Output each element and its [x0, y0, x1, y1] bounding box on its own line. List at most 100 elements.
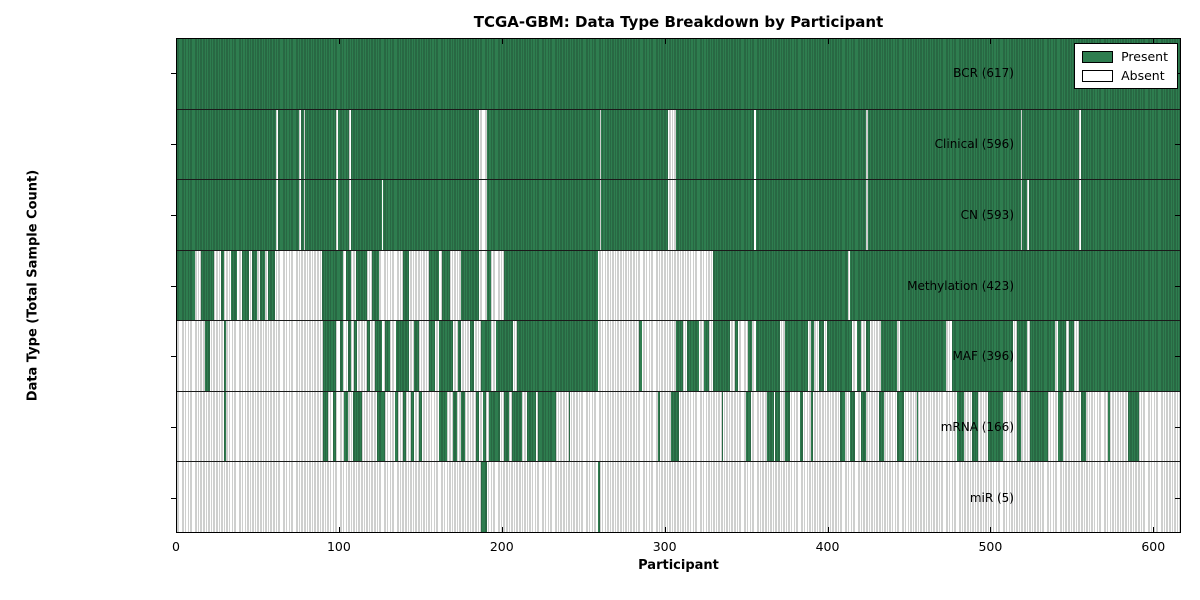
present-segment: [438, 391, 447, 462]
y-tick-mark: [171, 285, 176, 287]
x-tick-mark: [1153, 39, 1155, 44]
present-segment: [1017, 321, 1028, 391]
y-tick-mark: [171, 144, 176, 146]
present-segment: [810, 321, 815, 391]
present-segment: [355, 250, 368, 321]
present-segment: [601, 180, 668, 250]
x-tick-mark: [827, 39, 829, 44]
present-segment: [469, 321, 475, 391]
present-segment: [676, 180, 755, 250]
present-segment: [1058, 321, 1067, 391]
present-segment: [676, 321, 683, 391]
x-tick-label: 400: [815, 539, 840, 554]
row-maf: [177, 320, 1180, 391]
present-segment: [438, 321, 454, 391]
present-segment: [1030, 321, 1055, 391]
x-tick-mark: [664, 39, 666, 44]
present-segment: [1028, 180, 1080, 250]
present-segment: [810, 391, 813, 462]
present-segment: [916, 391, 919, 462]
present-segment: [300, 109, 304, 180]
present-segment: [402, 391, 407, 462]
present-segment: [480, 462, 488, 533]
x-tick-mark: [990, 39, 992, 44]
row-bcr: [177, 39, 1180, 109]
present-segment: [856, 321, 862, 391]
present-segment: [721, 391, 724, 462]
present-segment: [1080, 109, 1180, 180]
present-segment: [526, 391, 537, 462]
present-segment: [346, 250, 351, 321]
present-segment: [489, 391, 501, 462]
present-segment: [251, 250, 257, 321]
present-segment: [755, 180, 867, 250]
present-segment: [703, 321, 709, 391]
present-segment: [259, 250, 265, 321]
y-tick-label-clinical: Clinical (596): [934, 137, 1014, 152]
present-segment: [734, 321, 738, 391]
present-segment: [372, 250, 379, 321]
present-segment: [1069, 321, 1075, 391]
present-segment: [441, 250, 451, 321]
y-tick-label-cn: CN (593): [960, 207, 1014, 222]
present-segment: [476, 391, 480, 462]
present-segment: [1030, 391, 1049, 462]
row-mir: [177, 461, 1180, 533]
present-segment: [755, 321, 781, 391]
present-segment: [177, 180, 277, 250]
present-segment: [1022, 180, 1028, 250]
present-segment: [1080, 180, 1180, 250]
present-segment: [411, 391, 415, 462]
present-segment: [220, 250, 225, 321]
x-tick-mark: [664, 527, 666, 532]
present-segment: [177, 39, 1180, 109]
present-segment: [385, 321, 390, 391]
x-tick-mark: [338, 527, 340, 532]
present-segment: [337, 180, 350, 250]
legend-label: Present: [1121, 49, 1168, 64]
x-axis-label: Participant: [638, 558, 719, 573]
y-tick-mark: [171, 356, 176, 358]
x-tick-label: 300: [652, 539, 677, 554]
present-segment: [419, 391, 423, 462]
present-segment: [458, 321, 462, 391]
y-tick-label-maf: MAF (396): [952, 349, 1014, 364]
present-segment: [339, 321, 343, 391]
present-segment: [747, 321, 753, 391]
present-segment: [503, 391, 509, 462]
present-segment: [784, 391, 790, 462]
x-tick-label: 500: [978, 539, 1003, 554]
present-segment: [177, 109, 277, 180]
present-segment: [850, 250, 1180, 321]
y-tick-mark: [1175, 426, 1180, 428]
present-segment: [487, 180, 600, 250]
present-segment: [177, 250, 195, 321]
present-segment: [900, 321, 946, 391]
y-tick-mark: [1175, 144, 1180, 146]
present-segment: [482, 391, 486, 462]
present-segment: [323, 321, 337, 391]
y-tick-label-methylation: Methylation (423): [907, 278, 1014, 293]
present-segment: [350, 180, 382, 250]
present-segment: [503, 250, 599, 321]
present-segment: [767, 391, 774, 462]
present-segment: [745, 391, 751, 462]
legend-item-present: Present: [1082, 49, 1168, 64]
x-tick-mark: [1153, 527, 1155, 532]
present-segment: [344, 391, 348, 462]
present-segment: [1058, 391, 1063, 462]
present-segment: [601, 109, 668, 180]
x-tick-mark: [990, 527, 992, 532]
present-segment: [230, 250, 238, 321]
present-segment: [897, 391, 904, 462]
x-tick-label: 100: [326, 539, 351, 554]
x-tick-label: 0: [172, 539, 180, 554]
present-segment: [480, 321, 491, 391]
y-tick-mark: [1175, 214, 1180, 216]
x-tick-label: 600: [1141, 539, 1166, 554]
legend-item-absent: Absent: [1082, 68, 1168, 83]
present-segment: [1022, 109, 1080, 180]
y-tick-label-bcr: BCR (617): [953, 66, 1014, 81]
present-segment: [516, 321, 599, 391]
present-segment: [511, 391, 522, 462]
